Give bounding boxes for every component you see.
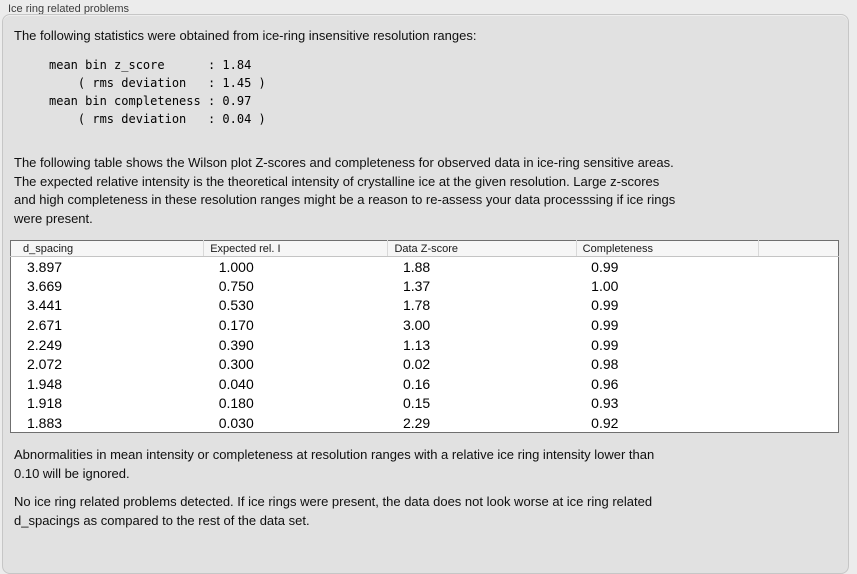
table-row[interactable]: 2.072 0.300 0.02 0.98 [11,354,839,374]
table-cell: 0.040 [218,375,254,392]
table-cell: 1.00 [591,277,619,294]
column-header-completeness[interactable]: Completeness [575,240,759,257]
table-cell [758,335,838,355]
table-row[interactable]: 2.671 0.170 3.00 0.99 [11,315,839,335]
ice-ring-table: d_spacing Expected rel. I Data Z-score C… [10,240,839,434]
table-cell: 0.16 [402,375,431,392]
table-cell: 3.441 [27,297,63,314]
table-cell: 0.15 [402,395,431,412]
table-cell: 0.99 [591,258,619,275]
column-header-empty[interactable] [757,240,839,257]
table-cell: 1.37 [402,277,431,294]
table-cell: 1.13 [402,336,431,353]
ignore-note-line: Abnormalities in mean intensity or compl… [14,447,655,462]
stats-line-zscore: mean bin z_score : 1.84 [49,58,252,72]
table-cell: 0.96 [591,375,619,392]
result-note-line: d_spacings as compared to the rest of th… [14,512,310,528]
table-cell: 3.669 [27,277,63,294]
description-line: The expected relative intensity is the t… [14,173,660,189]
table-cell [758,276,838,296]
table-cell: 0.02 [402,356,431,373]
table-description: The following table shows the Wilson plo… [14,154,675,228]
table-cell: 0.180 [218,395,254,412]
column-header-d-spacing[interactable]: d_spacing [10,240,204,257]
table-cell: 2.671 [27,317,63,334]
table-cell: 0.170 [218,317,254,334]
table-cell [758,354,838,374]
table-cell: 3.00 [402,317,431,334]
table-row[interactable]: 3.441 0.530 1.78 0.99 [11,296,839,316]
table-cell [758,394,838,414]
stats-block: mean bin z_score : 1.84 ( rms deviation … [49,56,266,128]
column-header-data-z-score[interactable]: Data Z-score [387,240,577,257]
description-line: The following table shows the Wilson plo… [14,155,674,170]
table-cell: 1.88 [402,258,431,275]
table-cell: 0.530 [218,297,254,314]
table-row[interactable]: 1.883 0.030 2.29 0.92 [11,413,839,433]
table-cell [758,413,838,433]
stats-line-zscore-rms: ( rms deviation : 1.45 ) [49,76,266,90]
table-cell: 0.99 [591,336,619,353]
description-line: were present. [14,210,93,226]
table-cell: 2.249 [27,336,63,353]
table-cell: 0.750 [218,277,254,294]
table-cell: 0.92 [591,414,619,431]
table-row[interactable]: 1.918 0.180 0.15 0.93 [11,394,839,414]
ignore-note: Abnormalities in mean intensity or compl… [14,446,654,483]
ice-ring-groupbox: The following statistics were obtained f… [2,14,849,574]
table-cell: 1.78 [402,297,431,314]
table-row[interactable]: 3.669 0.750 1.37 1.00 [11,276,839,296]
table-row[interactable]: 2.249 0.390 1.13 0.99 [11,335,839,355]
stats-line-completeness: mean bin completeness : 0.97 [49,94,252,108]
intro-line: The following statistics were obtained f… [14,28,477,43]
table-cell [758,296,838,316]
table-row[interactable]: 3.897 1.000 1.88 0.99 [11,257,839,277]
stats-line-completeness-rms: ( rms deviation : 0.04 ) [49,112,266,126]
result-note: No ice ring related problems detected. I… [14,493,652,530]
table-cell [758,257,838,277]
table-cell [758,315,838,335]
description-line: and high completeness in these resolutio… [14,192,676,207]
table-row[interactable]: 1.948 0.040 0.16 0.96 [11,374,839,394]
table-cell: 3.897 [27,258,63,275]
table-cell: 1.948 [27,375,63,392]
table-cell: 1.918 [27,395,63,412]
table-header-row: d_spacing Expected rel. I Data Z-score C… [10,240,839,257]
column-header-expected-rel-i[interactable]: Expected rel. I [203,240,388,257]
table-cell: 2.072 [27,356,63,373]
table-cell: 0.390 [218,336,254,353]
table-cell [758,374,838,394]
table-cell: 0.99 [591,297,619,314]
ignore-note-line: 0.10 will be ignored. [14,465,130,481]
table-cell: 0.93 [591,395,619,412]
groupbox-title: Ice ring related problems [8,3,130,15]
table-cell: 0.98 [591,356,619,373]
result-note-line: No ice ring related problems detected. I… [14,494,653,509]
table-cell: 0.99 [591,317,619,334]
table-cell: 1.883 [27,414,63,431]
table-cell: 1.000 [218,258,254,275]
table-cell: 2.29 [402,414,431,431]
intro-text: The following statistics were obtained f… [14,27,476,46]
table-body: 3.897 1.000 1.88 0.99 3.669 0.750 1.37 1.00 3.44… [11,257,839,433]
table-cell: 0.030 [218,414,254,431]
table-cell: 0.300 [218,356,254,373]
